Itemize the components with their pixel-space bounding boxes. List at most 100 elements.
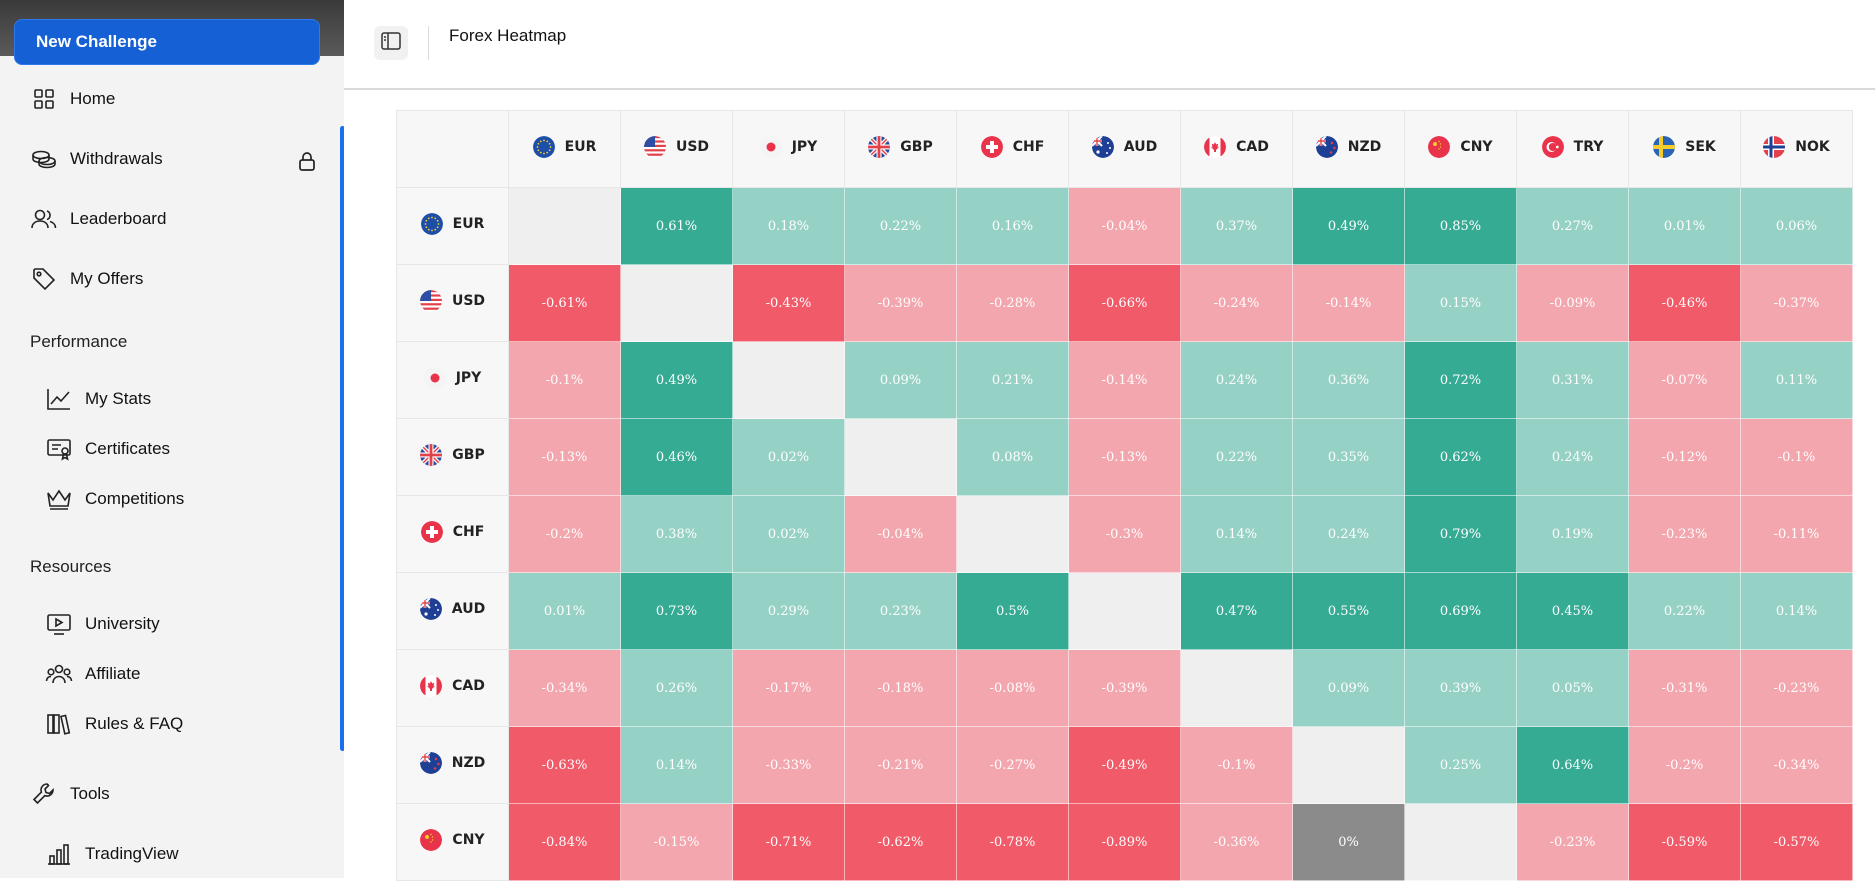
heatmap-cell[interactable]: -0.1%: [1180, 726, 1293, 804]
heatmap-cell[interactable]: 0.21%: [956, 341, 1069, 419]
heatmap-cell[interactable]: -0.04%: [1068, 187, 1181, 265]
heatmap-cell[interactable]: 0.02%: [732, 495, 845, 573]
heatmap-cell[interactable]: -0.08%: [956, 649, 1069, 727]
heatmap-cell[interactable]: 0.22%: [1180, 418, 1293, 496]
heatmap-cell[interactable]: 0.37%: [1180, 187, 1293, 265]
heatmap-cell[interactable]: -0.84%: [508, 803, 621, 881]
heatmap-cell[interactable]: 0.49%: [620, 341, 733, 419]
heatmap-cell[interactable]: -0.2%: [1628, 726, 1741, 804]
heatmap-cell[interactable]: 0.49%: [1292, 187, 1405, 265]
heatmap-cell[interactable]: [956, 495, 1069, 573]
heatmap-cell[interactable]: -0.43%: [732, 264, 845, 342]
heatmap-cell[interactable]: -0.23%: [1628, 495, 1741, 573]
heatmap-cell[interactable]: 0.05%: [1516, 649, 1629, 727]
heatmap-cell[interactable]: -0.11%: [1740, 495, 1853, 573]
heatmap-cell[interactable]: -0.23%: [1740, 649, 1853, 727]
heatmap-cell[interactable]: -0.46%: [1628, 264, 1741, 342]
heatmap-cell[interactable]: [844, 418, 957, 496]
heatmap-cell[interactable]: [1404, 803, 1517, 881]
heatmap-cell[interactable]: 0.39%: [1404, 649, 1517, 727]
new-challenge-button[interactable]: New Challenge: [14, 19, 320, 65]
heatmap-cell[interactable]: [1068, 572, 1181, 650]
sidebar-item-affiliate[interactable]: Affiliate: [0, 654, 330, 694]
heatmap-cell[interactable]: 0.38%: [620, 495, 733, 573]
sidebar-item-withdrawals[interactable]: Withdrawals: [0, 139, 330, 179]
heatmap-cell[interactable]: -0.1%: [508, 341, 621, 419]
heatmap-cell[interactable]: -0.57%: [1740, 803, 1853, 881]
heatmap-cell[interactable]: -0.14%: [1068, 341, 1181, 419]
heatmap-cell[interactable]: 0.47%: [1180, 572, 1293, 650]
heatmap-cell[interactable]: -0.07%: [1628, 341, 1741, 419]
heatmap-cell[interactable]: 0.01%: [508, 572, 621, 650]
heatmap-cell[interactable]: -0.23%: [1516, 803, 1629, 881]
heatmap-cell[interactable]: -0.31%: [1628, 649, 1741, 727]
heatmap-cell[interactable]: [508, 187, 621, 265]
heatmap-cell[interactable]: 0.19%: [1516, 495, 1629, 573]
heatmap-cell[interactable]: 0.64%: [1516, 726, 1629, 804]
heatmap-cell[interactable]: [1292, 726, 1405, 804]
heatmap-cell[interactable]: -0.59%: [1628, 803, 1741, 881]
heatmap-cell[interactable]: 0.35%: [1292, 418, 1405, 496]
heatmap-cell[interactable]: 0.46%: [620, 418, 733, 496]
heatmap-cell[interactable]: 0.08%: [956, 418, 1069, 496]
heatmap-cell[interactable]: -0.62%: [844, 803, 957, 881]
heatmap-cell[interactable]: -0.09%: [1516, 264, 1629, 342]
heatmap-cell[interactable]: 0.24%: [1180, 341, 1293, 419]
heatmap-cell[interactable]: 0.55%: [1292, 572, 1405, 650]
heatmap-cell[interactable]: -0.24%: [1180, 264, 1293, 342]
heatmap-cell[interactable]: 0.85%: [1404, 187, 1517, 265]
heatmap-cell[interactable]: -0.36%: [1180, 803, 1293, 881]
heatmap-cell[interactable]: -0.37%: [1740, 264, 1853, 342]
heatmap-cell[interactable]: -0.27%: [956, 726, 1069, 804]
heatmap-cell[interactable]: -0.89%: [1068, 803, 1181, 881]
sidebar-item-home[interactable]: Home: [0, 79, 330, 119]
heatmap-cell[interactable]: 0.45%: [1516, 572, 1629, 650]
heatmap-cell[interactable]: -0.63%: [508, 726, 621, 804]
heatmap-cell[interactable]: 0.79%: [1404, 495, 1517, 573]
heatmap-cell[interactable]: 0.5%: [956, 572, 1069, 650]
heatmap-cell[interactable]: -0.39%: [1068, 649, 1181, 727]
heatmap-cell[interactable]: 0.69%: [1404, 572, 1517, 650]
heatmap-cell[interactable]: 0.23%: [844, 572, 957, 650]
heatmap-cell[interactable]: -0.49%: [1068, 726, 1181, 804]
sidebar-item-rules-faq[interactable]: Rules & FAQ: [0, 704, 330, 744]
heatmap-cell[interactable]: 0.15%: [1404, 264, 1517, 342]
heatmap-cell[interactable]: -0.18%: [844, 649, 957, 727]
heatmap-cell[interactable]: 0.24%: [1516, 418, 1629, 496]
heatmap-cell[interactable]: 0.22%: [1628, 572, 1741, 650]
heatmap-cell[interactable]: -0.17%: [732, 649, 845, 727]
heatmap-cell[interactable]: 0.27%: [1516, 187, 1629, 265]
heatmap-cell[interactable]: 0.61%: [620, 187, 733, 265]
heatmap-cell[interactable]: -0.28%: [956, 264, 1069, 342]
heatmap-cell[interactable]: -0.39%: [844, 264, 957, 342]
heatmap-cell[interactable]: 0.14%: [1740, 572, 1853, 650]
sidebar-item-university[interactable]: University: [0, 604, 330, 644]
heatmap-cell[interactable]: -0.71%: [732, 803, 845, 881]
heatmap-cell[interactable]: 0.14%: [1180, 495, 1293, 573]
heatmap-cell[interactable]: [732, 341, 845, 419]
sidebar-item-competitions[interactable]: Competitions: [0, 479, 330, 519]
heatmap-cell[interactable]: 0.14%: [620, 726, 733, 804]
heatmap-cell[interactable]: 0.06%: [1740, 187, 1853, 265]
sidebar-item-tools[interactable]: Tools: [0, 774, 330, 814]
heatmap-cell[interactable]: 0.24%: [1292, 495, 1405, 573]
heatmap-cell[interactable]: -0.2%: [508, 495, 621, 573]
heatmap-cell[interactable]: -0.13%: [1068, 418, 1181, 496]
heatmap-cell[interactable]: 0%: [1292, 803, 1405, 881]
heatmap-cell[interactable]: -0.34%: [508, 649, 621, 727]
sidebar-item-leaderboard[interactable]: Leaderboard: [0, 199, 330, 239]
heatmap-cell[interactable]: -0.1%: [1740, 418, 1853, 496]
heatmap-cell[interactable]: -0.04%: [844, 495, 957, 573]
heatmap-cell[interactable]: -0.66%: [1068, 264, 1181, 342]
sidebar-toggle-button[interactable]: [374, 26, 408, 60]
heatmap-cell[interactable]: -0.33%: [732, 726, 845, 804]
heatmap-cell[interactable]: -0.12%: [1628, 418, 1741, 496]
heatmap-cell[interactable]: 0.62%: [1404, 418, 1517, 496]
heatmap-cell[interactable]: [620, 264, 733, 342]
heatmap-cell[interactable]: 0.18%: [732, 187, 845, 265]
heatmap-cell[interactable]: 0.31%: [1516, 341, 1629, 419]
heatmap-cell[interactable]: -0.14%: [1292, 264, 1405, 342]
heatmap-cell[interactable]: 0.16%: [956, 187, 1069, 265]
heatmap-cell[interactable]: [1180, 649, 1293, 727]
heatmap-cell[interactable]: 0.26%: [620, 649, 733, 727]
